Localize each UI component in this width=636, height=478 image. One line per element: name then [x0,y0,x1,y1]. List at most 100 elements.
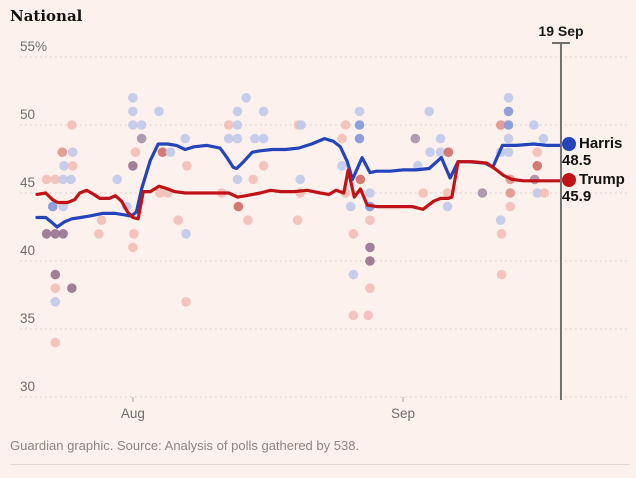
poll-dot [354,106,365,117]
poll-dot [248,174,258,185]
poll-dot [348,229,359,239]
poll-dot [345,201,356,212]
poll-dot [365,242,375,253]
poll-dot [340,120,351,130]
poll-dot [355,174,366,185]
poll-dot [529,120,539,130]
legend-harris: Harris [562,135,622,152]
poll-dot [503,147,514,157]
poll-dot [181,297,191,307]
reference-date-label: 19 Sep [538,23,584,39]
poll-dot [181,229,191,239]
poll-dot [532,147,543,157]
poll-dot [505,188,516,198]
poll-dot [495,215,506,225]
poll-dot [354,120,365,130]
poll-dot [128,120,138,130]
trump-label: Trump [579,171,625,188]
poll-dot [258,133,269,144]
poll-dot [496,229,507,239]
poll-dot [128,106,138,117]
y-tick-label: 40 [20,243,35,258]
poll-dot [154,106,164,117]
y-tick-label: 30 [20,379,35,394]
poll-dot [495,120,506,130]
poll-dot [58,201,68,212]
poll-dot [424,106,435,117]
poll-dot [365,283,375,294]
poll-dot [232,120,243,130]
poll-dot [296,120,306,130]
poll-dot [59,161,69,171]
poll-dot [180,133,190,144]
poll-dot [503,93,514,103]
poll-dot [66,174,76,185]
poll-dot [250,133,260,144]
poll-dot [165,147,176,157]
y-tick-label: 50 [20,107,35,122]
trump-value: 45.9 [562,188,592,205]
poll-dot [337,161,347,171]
poll-dot [363,310,374,321]
poll-dot [67,161,78,171]
poll-dot [50,283,61,294]
poll-dot [57,147,68,157]
poll-dot [157,147,168,157]
y-tick-label: 55% [20,39,47,54]
poll-dot [496,269,507,280]
footer-divider [10,464,630,465]
poll-dot [58,229,68,239]
poll-dot [435,133,446,144]
poll-dot [442,201,453,212]
poll-dot [155,188,165,198]
poll-dot [50,337,61,348]
poll-dot [505,201,516,212]
poll-dot [50,229,61,239]
harris-label: Harris [579,135,623,152]
poll-dot [243,215,253,225]
poll-dot [418,188,428,198]
poll-dot [128,229,139,239]
poll-dot [128,242,138,253]
poll-dot [182,161,192,171]
poll-dot [337,133,347,144]
poll-dot [112,174,122,185]
x-tick-label: Sep [391,406,415,421]
poll-dot [130,147,141,157]
poll-dot [232,133,243,144]
poll-dot [136,133,147,144]
harris-value: 48.5 [562,152,592,169]
source-credit: Guardian graphic. Source: Analysis of po… [10,438,360,453]
poll-dot [365,188,375,198]
y-tick-label: 35 [20,311,35,326]
poll-dot [173,215,183,225]
poll-dot [532,188,543,198]
poll-dot [348,310,359,321]
poll-dot [295,174,306,185]
poll-dot [223,133,234,144]
poll-dot [232,174,243,185]
poll-dot [241,93,251,103]
poll-dot [538,133,549,144]
poll-dot [539,188,550,198]
poll-dot [128,161,138,171]
poll-dot [50,269,61,280]
poll-dot [232,106,243,117]
poll-dot [503,106,514,117]
poll-dot [136,120,147,130]
legend-trump: Trump [562,171,625,188]
poll-dot [443,147,454,157]
poll-dot [354,133,365,144]
poll-dot [233,201,244,212]
poll-dot [292,215,303,225]
trump-line [35,160,562,221]
poll-dot [503,133,514,144]
harris-dot-icon [562,136,576,151]
poll-dot [532,161,543,171]
poll-dot [503,120,514,130]
poll-dot [223,120,234,130]
y-tick-label: 45 [20,175,35,190]
x-tick-label: Aug [121,406,145,421]
